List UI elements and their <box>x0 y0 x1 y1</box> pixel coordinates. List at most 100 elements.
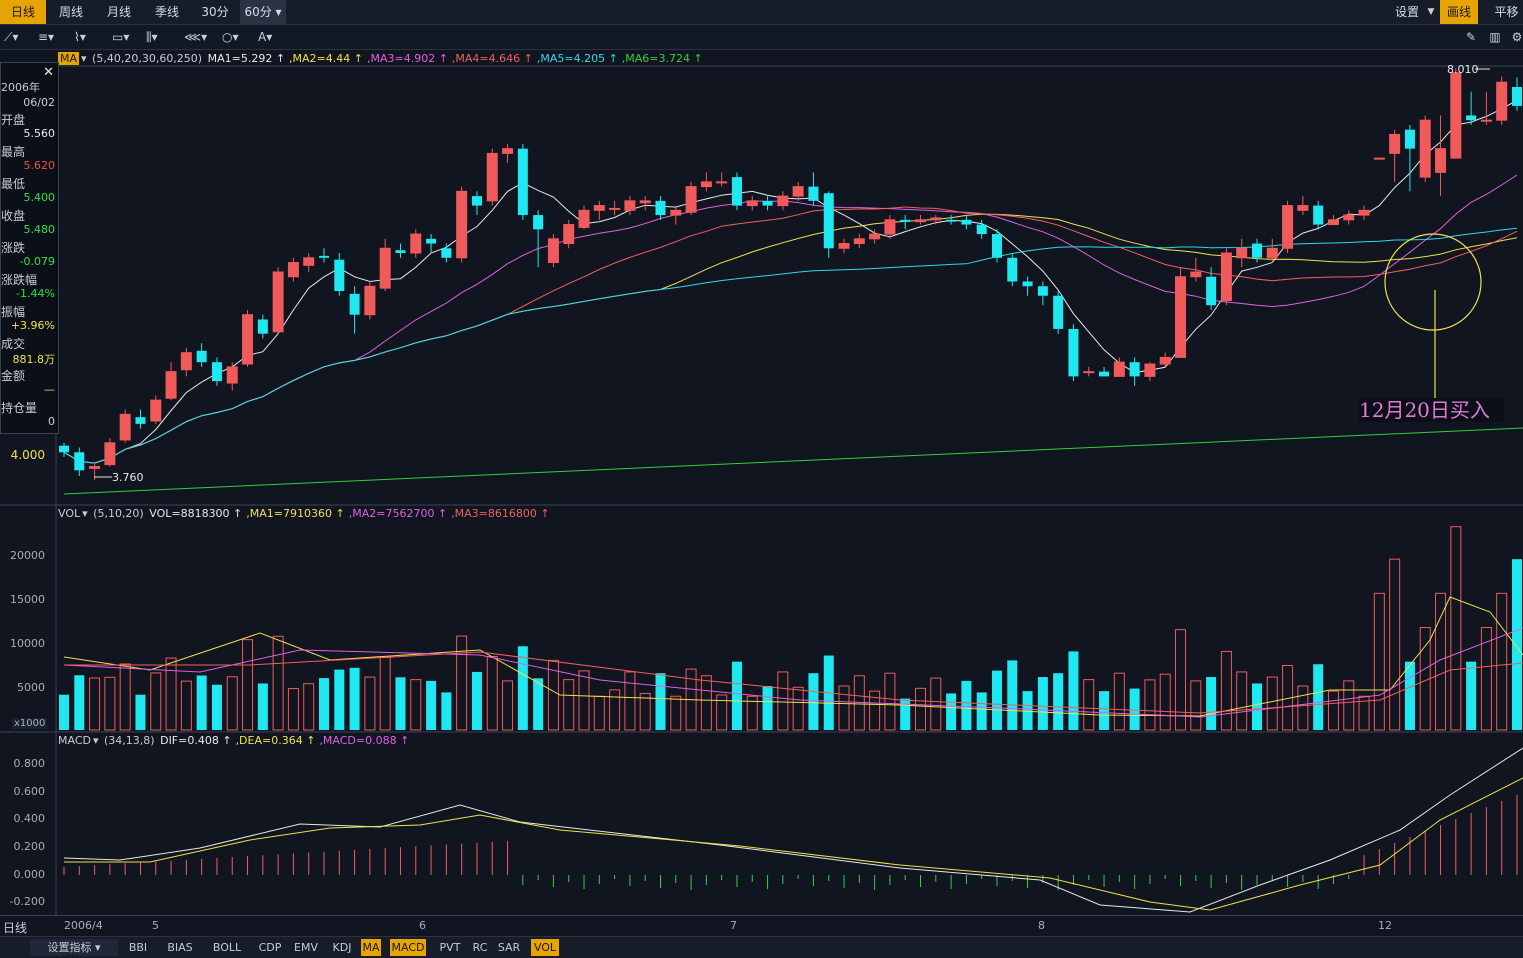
fan-tool-icon[interactable]: ⋘▾ <box>184 30 208 44</box>
period-tab-2[interactable]: 月线 <box>106 5 131 19</box>
macd-items-1: ,DEA=0.364 ↑ <box>235 734 316 747</box>
ma-name[interactable]: MA <box>58 52 80 65</box>
volume-bar <box>180 680 192 731</box>
macd-axis-tick: 0.600 <box>13 785 46 798</box>
macd-items-2: ,MACD=0.088 ↑ <box>319 734 410 747</box>
candle-body <box>716 181 728 184</box>
vol-ma-line <box>63 627 1523 718</box>
volume-bar <box>792 686 804 731</box>
indicator-tab-9[interactable]: PVT <box>439 941 461 954</box>
period-tab-5[interactable]: 60分 ▾ <box>240 0 286 24</box>
candle-body <box>792 186 804 197</box>
candle-body <box>915 219 927 223</box>
candle-body <box>272 271 284 333</box>
bars-tool-icon[interactable]: ⫼▾ <box>146 30 158 44</box>
channel-tool-icon[interactable]: ≡▾ <box>38 30 55 44</box>
indicator-tab-0[interactable]: 设置指标 ▾ <box>30 939 118 956</box>
vol-indicator-line: VOL ▾ (5,10,20) VOL=8818300 ↑ ,MA1=7910360… <box>58 507 550 520</box>
indicator-tab-8[interactable]: MACD <box>390 939 426 956</box>
ma-items-2: ,MA3=4.902 ↑ <box>366 52 448 65</box>
candle-body <box>1083 371 1095 374</box>
macd-name[interactable]: MACD <box>58 734 91 747</box>
candle-body <box>685 186 697 213</box>
vol-name[interactable]: VOL <box>58 507 81 520</box>
ma-line <box>63 227 1518 464</box>
draw-line-label: 画线 <box>1446 5 1471 19</box>
chevron-down-icon[interactable]: ▼ <box>1427 7 1435 17</box>
volume-bar <box>135 694 146 730</box>
indicator-tab-3[interactable]: BOLL <box>212 941 242 954</box>
macd-axis-tick: 0.200 <box>13 840 46 853</box>
macd-axis-tick: -0.200 <box>9 895 45 908</box>
low-price-marker: 3.760 <box>112 471 144 484</box>
volume-bar <box>89 677 101 731</box>
indicator-tab-4[interactable]: CDP <box>258 941 282 954</box>
info-value-5: -1.44% <box>16 287 55 300</box>
indicator-tab-7[interactable]: MA <box>361 939 381 956</box>
volume-bar <box>655 673 666 730</box>
indicator-tab-2[interactable]: BIAS <box>167 941 193 954</box>
volume-bar <box>547 659 559 731</box>
info-label-9: 持仓量 <box>1 401 38 415</box>
volume-bar <box>838 685 850 731</box>
candle-body <box>900 219 911 222</box>
candle-body <box>1404 129 1415 149</box>
period-tab-4[interactable]: 30分 <box>201 5 229 19</box>
period-tab-3[interactable]: 季线 <box>154 5 179 19</box>
buy-annotation[interactable]: 12月20日买入 <box>1359 398 1504 422</box>
period-tab-0[interactable]: 日线 <box>0 0 46 24</box>
settings-menu[interactable]: 设置 <box>1389 0 1425 24</box>
volume-bar <box>471 671 482 730</box>
line-tool-icon[interactable]: ⟋▾ <box>4 30 19 44</box>
indicator-tab-1[interactable]: BBI <box>128 941 148 954</box>
volume-bar <box>731 661 742 730</box>
candle-body <box>211 362 222 382</box>
candle-body <box>59 445 69 453</box>
vol-unit: x1000 <box>12 718 48 729</box>
volume-bar <box>578 670 590 731</box>
close-icon[interactable]: ✕ <box>43 65 54 80</box>
volume-bar <box>1099 691 1110 730</box>
candle-body <box>226 366 238 384</box>
polyline-tool-icon[interactable]: ⌇▾ <box>74 30 86 44</box>
volume-bar <box>1404 661 1415 730</box>
volume-bar <box>1450 526 1462 731</box>
indicator-tab-10[interactable]: RC <box>472 941 488 954</box>
candle-body <box>533 215 544 230</box>
indicator-tab-12[interactable]: VOL <box>531 939 559 956</box>
volume-bar <box>1358 695 1370 731</box>
candle-body <box>180 352 192 371</box>
volume-bar <box>1343 680 1355 731</box>
volume-bar <box>1480 627 1492 731</box>
vol-items-2: ,MA2=7562700 ↑ <box>348 507 448 520</box>
rect-tool-icon[interactable]: ▭▾ <box>112 30 130 44</box>
x-axis-label: 12 <box>1378 919 1392 932</box>
indicator-tab-11[interactable]: SAR <box>497 941 521 954</box>
candle-body <box>257 319 268 334</box>
candle-body <box>853 238 865 245</box>
volume-bar <box>1496 592 1508 731</box>
volume-bar <box>670 695 682 731</box>
candle-body <box>1129 362 1140 377</box>
ma-items-0: MA1=5.292 ↑ <box>207 52 286 65</box>
draw-line-button[interactable]: 画线 <box>1440 0 1478 24</box>
volume-bar <box>287 688 299 731</box>
text-tool-icon[interactable]: A▾ <box>258 30 273 44</box>
indicator-tab-5[interactable]: EMV <box>294 941 318 954</box>
indicator-tab-6[interactable]: KDJ <box>332 941 352 954</box>
volume-bar <box>119 663 131 731</box>
candle-body <box>502 148 514 154</box>
x-axis-label: 5 <box>152 919 159 932</box>
volume-bar <box>1206 677 1217 730</box>
gear-icon[interactable]: ⚙ <box>1511 30 1523 44</box>
quote-info-panel: ✕ 2006年 06/02 开盘 5.560 最高 5.620 最低 5.400 收盘 5.4… <box>0 62 59 434</box>
eraser-icon[interactable]: ✎ <box>1465 30 1477 44</box>
volume-bar <box>777 671 789 731</box>
candle-body <box>1068 328 1079 377</box>
pan-button[interactable]: 平移 <box>1490 0 1523 24</box>
circle-tool-icon[interactable]: ○▾ <box>222 30 239 44</box>
highlight-circle <box>1384 233 1482 331</box>
trash-icon[interactable]: ▥ <box>1489 30 1501 44</box>
period-tab-1[interactable]: 周线 <box>58 5 83 19</box>
